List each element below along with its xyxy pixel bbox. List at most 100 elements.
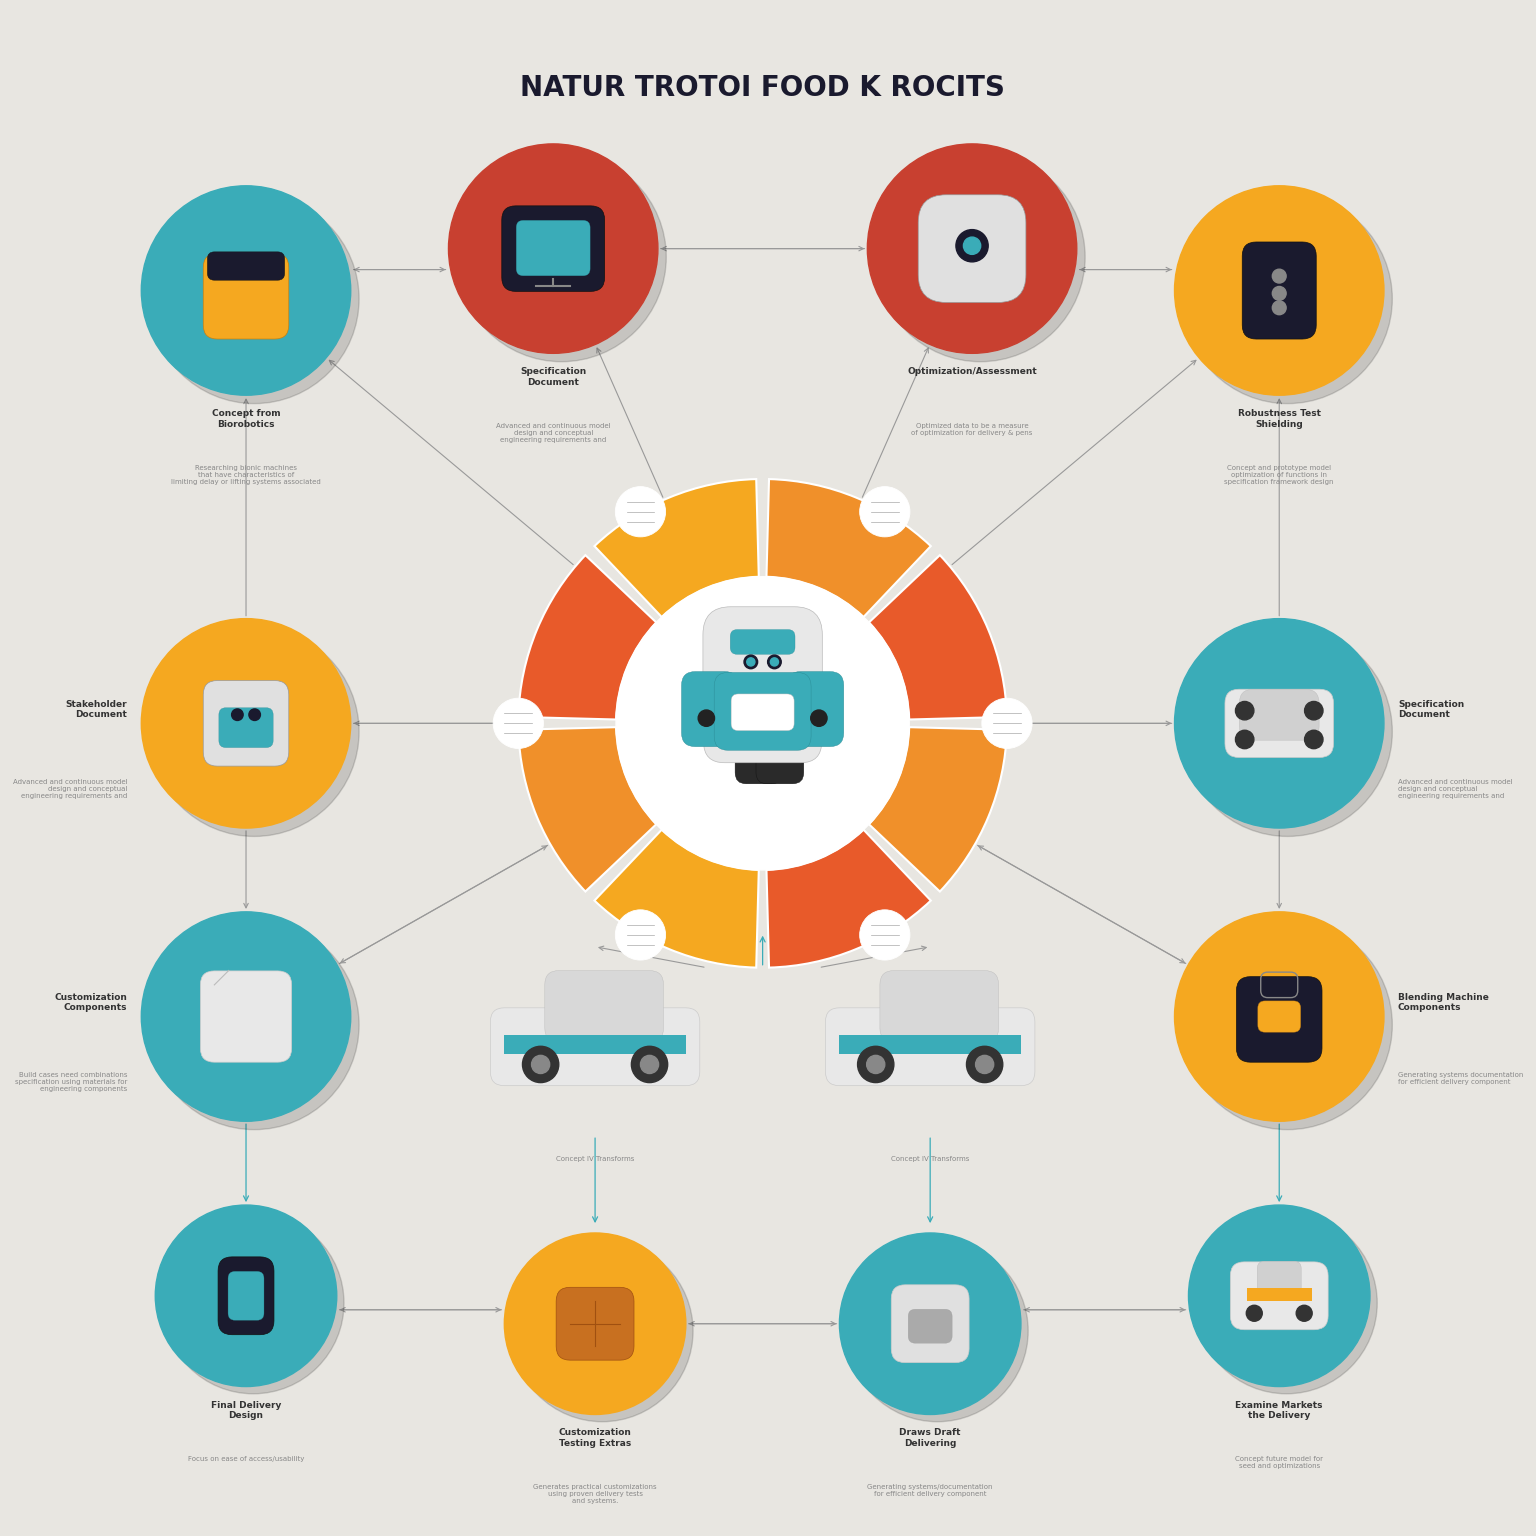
- FancyBboxPatch shape: [1240, 690, 1319, 740]
- Text: Concept IV Transforms: Concept IV Transforms: [891, 1157, 969, 1163]
- Wedge shape: [766, 829, 931, 968]
- FancyBboxPatch shape: [756, 727, 803, 783]
- FancyBboxPatch shape: [714, 673, 811, 750]
- Wedge shape: [869, 727, 1008, 891]
- Wedge shape: [869, 554, 1008, 719]
- FancyBboxPatch shape: [1247, 1289, 1312, 1301]
- Circle shape: [616, 487, 665, 538]
- FancyBboxPatch shape: [227, 1272, 264, 1321]
- Circle shape: [699, 710, 714, 727]
- Circle shape: [876, 152, 1084, 361]
- FancyBboxPatch shape: [207, 252, 284, 280]
- FancyBboxPatch shape: [919, 195, 1026, 303]
- Wedge shape: [518, 554, 656, 719]
- Text: Build cases need combinations
specification using materials for
engineering comp: Build cases need combinations specificat…: [15, 1072, 127, 1092]
- Circle shape: [249, 710, 261, 720]
- Circle shape: [1272, 301, 1286, 315]
- Circle shape: [232, 710, 243, 720]
- FancyBboxPatch shape: [504, 1035, 687, 1054]
- FancyBboxPatch shape: [786, 671, 843, 746]
- Text: Specification
Document: Specification Document: [521, 367, 587, 387]
- Circle shape: [449, 144, 657, 353]
- Text: Generating systems documentation
for efficient delivery component: Generating systems documentation for eff…: [1398, 1072, 1524, 1086]
- Text: Concept from
Biorobotics: Concept from Biorobotics: [212, 409, 281, 429]
- Circle shape: [868, 144, 1077, 353]
- FancyBboxPatch shape: [545, 971, 664, 1041]
- Circle shape: [616, 909, 665, 960]
- FancyBboxPatch shape: [203, 680, 289, 766]
- Circle shape: [846, 1240, 1028, 1422]
- Circle shape: [1304, 702, 1322, 720]
- FancyBboxPatch shape: [200, 971, 292, 1063]
- Circle shape: [1235, 730, 1253, 748]
- Circle shape: [1189, 1206, 1370, 1387]
- Text: Advanced and continuous model
design and conceptual
engineering requirements and: Advanced and continuous model design and…: [496, 422, 610, 444]
- Circle shape: [860, 487, 909, 538]
- Circle shape: [456, 152, 667, 361]
- Circle shape: [511, 1240, 693, 1422]
- FancyBboxPatch shape: [516, 220, 590, 276]
- Circle shape: [155, 1206, 336, 1387]
- Circle shape: [1272, 287, 1286, 301]
- FancyBboxPatch shape: [218, 708, 273, 748]
- Circle shape: [955, 229, 988, 261]
- Circle shape: [1183, 920, 1392, 1129]
- Circle shape: [1175, 186, 1384, 395]
- Circle shape: [860, 909, 909, 960]
- Text: Specification
Document: Specification Document: [1398, 700, 1464, 719]
- Circle shape: [149, 627, 359, 837]
- Circle shape: [141, 186, 350, 395]
- Circle shape: [149, 194, 359, 404]
- Circle shape: [768, 654, 782, 668]
- FancyBboxPatch shape: [1236, 977, 1322, 1063]
- Text: Customization
Testing Extras: Customization Testing Extras: [559, 1428, 631, 1448]
- Text: Advanced and continuous model
design and conceptual
engineering requirements and: Advanced and continuous model design and…: [12, 779, 127, 799]
- FancyBboxPatch shape: [218, 1256, 273, 1335]
- Text: Blending Machine
Components: Blending Machine Components: [1398, 992, 1488, 1012]
- FancyBboxPatch shape: [1258, 1261, 1301, 1298]
- FancyBboxPatch shape: [891, 1284, 969, 1362]
- Circle shape: [1304, 730, 1322, 748]
- FancyBboxPatch shape: [1230, 1263, 1329, 1330]
- Circle shape: [1183, 194, 1392, 404]
- Circle shape: [493, 699, 544, 748]
- Text: NATUR TROTOI FOOD K ROCITS: NATUR TROTOI FOOD K ROCITS: [521, 74, 1005, 101]
- Text: Robustness Test
Shielding: Robustness Test Shielding: [1238, 409, 1321, 429]
- Circle shape: [616, 576, 909, 869]
- Text: Concept and prototype model
optimization of functions in
specification framework: Concept and prototype model optimization…: [1224, 465, 1333, 485]
- Circle shape: [531, 1055, 550, 1074]
- FancyBboxPatch shape: [682, 671, 739, 746]
- Text: Stakeholder
Document: Stakeholder Document: [66, 700, 127, 719]
- Wedge shape: [594, 829, 759, 968]
- FancyBboxPatch shape: [731, 694, 794, 731]
- Circle shape: [982, 699, 1032, 748]
- Circle shape: [1175, 619, 1384, 828]
- Circle shape: [1183, 627, 1392, 837]
- Text: Concept IV Transforms: Concept IV Transforms: [556, 1157, 634, 1163]
- Text: Generates practical customizations
using proven delivery tests
and systems.: Generates practical customizations using…: [533, 1484, 657, 1504]
- FancyBboxPatch shape: [203, 253, 289, 339]
- Circle shape: [163, 1212, 344, 1393]
- Text: Examine Markets
the Delivery: Examine Markets the Delivery: [1235, 1401, 1322, 1419]
- FancyBboxPatch shape: [502, 206, 605, 292]
- Circle shape: [975, 1055, 994, 1074]
- Text: Optimized data to be a measure
of optimization for delivery & pens: Optimized data to be a measure of optimi…: [911, 422, 1032, 436]
- Circle shape: [504, 1233, 687, 1415]
- FancyBboxPatch shape: [1243, 243, 1316, 339]
- Circle shape: [149, 920, 359, 1129]
- Circle shape: [1175, 912, 1384, 1121]
- Text: Advanced and continuous model
design and conceptual
engineering requirements and: Advanced and continuous model design and…: [1398, 779, 1513, 799]
- FancyBboxPatch shape: [556, 1287, 634, 1361]
- Circle shape: [1246, 1306, 1263, 1321]
- FancyBboxPatch shape: [703, 607, 822, 707]
- Circle shape: [771, 657, 779, 667]
- Circle shape: [1235, 702, 1253, 720]
- Circle shape: [1272, 269, 1286, 283]
- FancyBboxPatch shape: [1258, 1001, 1301, 1032]
- Circle shape: [966, 1046, 1003, 1083]
- Circle shape: [839, 1233, 1021, 1415]
- Circle shape: [963, 237, 980, 255]
- Circle shape: [1296, 1306, 1312, 1321]
- FancyBboxPatch shape: [736, 727, 783, 783]
- Circle shape: [743, 654, 757, 668]
